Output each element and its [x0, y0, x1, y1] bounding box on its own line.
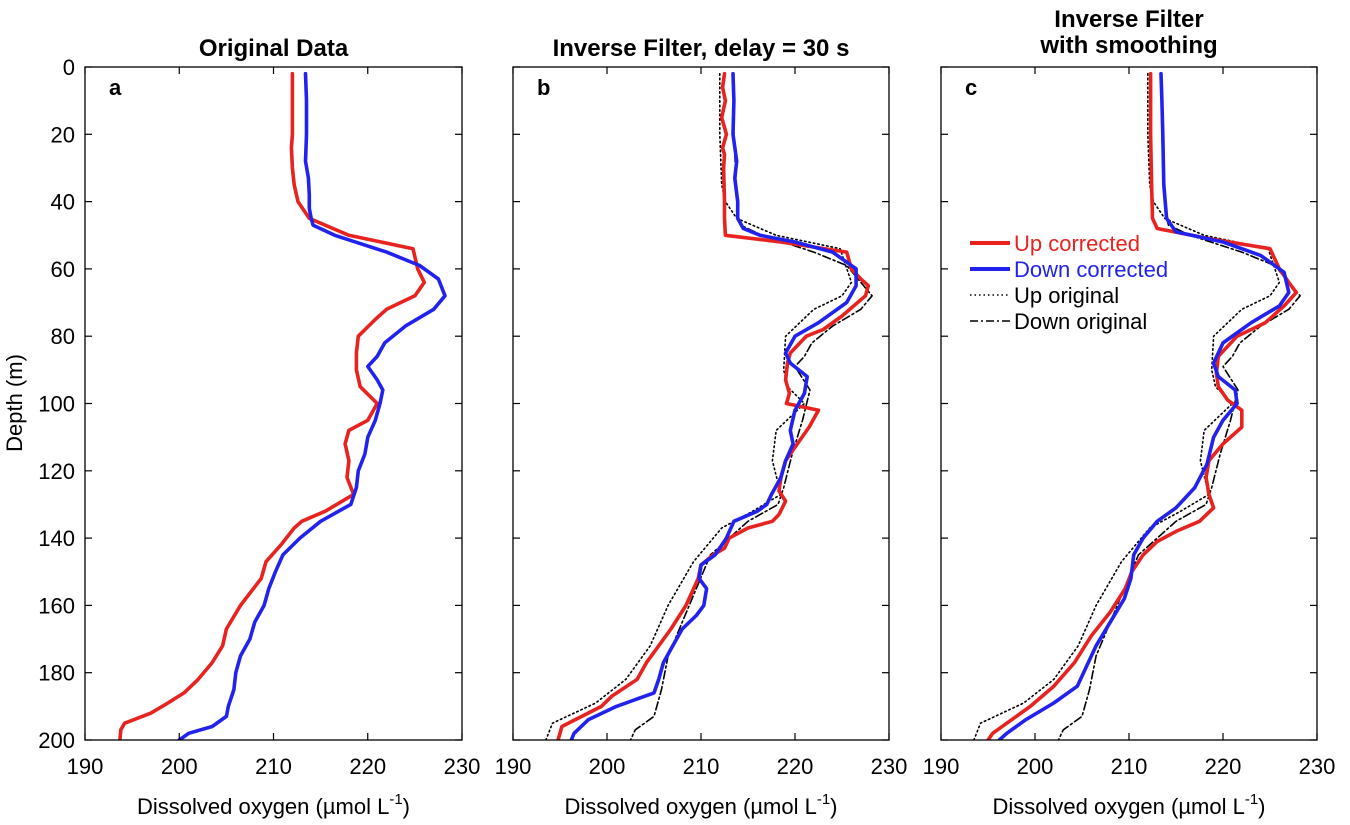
panel-letter: c — [965, 75, 977, 100]
legend-label-up-original: Up original — [1014, 283, 1119, 308]
x-axis-label: Dissolved oxygen (µmol L-1) — [564, 791, 837, 819]
panel-title-line: with smoothing — [1039, 32, 1217, 59]
panel-letter: b — [537, 75, 550, 100]
y-tick-label: 20 — [51, 122, 75, 147]
y-tick-label: 200 — [38, 728, 75, 753]
y-tick-label: 180 — [38, 661, 75, 686]
x-tick-label: 190 — [923, 754, 960, 779]
series-line-up-original — [545, 72, 853, 740]
axes-box — [512, 66, 890, 741]
series-line-up — [986, 71, 1299, 740]
x-tick-label: 230 — [444, 754, 481, 779]
panel-title: Original Data — [199, 35, 349, 62]
legend-label-up-corrected: Up corrected — [1014, 231, 1140, 256]
y-tick-label: 40 — [51, 190, 75, 215]
series-group — [118, 71, 447, 740]
x-tick-label: 230 — [1299, 754, 1336, 779]
axes-box — [940, 66, 1318, 741]
series-line-down-original — [629, 72, 873, 740]
x-tick-label: 200 — [1017, 754, 1054, 779]
series-group — [973, 71, 1301, 740]
y-tick-label: 100 — [38, 392, 75, 417]
x-tick-label: 210 — [255, 754, 292, 779]
x-tick-label: 220 — [349, 754, 386, 779]
series-line-up — [118, 71, 427, 740]
panel-letter: a — [109, 75, 122, 100]
legend-label-down-corrected: Down corrected — [1014, 257, 1168, 282]
series-line-down — [177, 71, 447, 740]
series-line-down — [569, 71, 858, 740]
panels-group: 190 200 210 220 2300204060801001201401601802… — [38, 6, 1335, 819]
x-tick-label: 210 — [1111, 754, 1148, 779]
series-line-up — [556, 71, 871, 740]
axes-box — [84, 66, 463, 741]
y-tick-label: 120 — [38, 459, 75, 484]
y-tick-label: 60 — [51, 257, 75, 282]
y-tick-label: 80 — [51, 324, 75, 349]
x-tick-label: 220 — [1205, 754, 1242, 779]
series-group — [545, 71, 873, 740]
y-tick-label: 160 — [38, 593, 75, 618]
x-tick-label: 190 — [67, 754, 104, 779]
x-axis-label: Dissolved oxygen (µmol L-1) — [992, 791, 1265, 819]
panel-title: Inverse Filter, delay = 30 s — [553, 35, 850, 62]
panel-a: 190 200 210 220 2300204060801001201401601802… — [38, 35, 480, 819]
panel-title-line: Inverse Filter — [1054, 6, 1203, 33]
x-tick-label: 190 — [495, 754, 532, 779]
y-tick-label: 140 — [38, 526, 75, 551]
y-tick-label: 0 — [63, 55, 75, 80]
x-axis-label: Dissolved oxygen (µmol L-1) — [137, 791, 410, 819]
x-tick-label: 200 — [589, 754, 626, 779]
y-axis-label: Depth (m) — [2, 354, 27, 452]
series-line-down-original — [1057, 72, 1301, 740]
series-line-down — [997, 71, 1291, 740]
x-tick-label: 230 — [871, 754, 908, 779]
legend: Up corrected Down corrected Up original … — [970, 231, 1168, 334]
legend-label-down-original: Down original — [1014, 309, 1147, 334]
series-line-up-original — [973, 72, 1281, 740]
x-tick-label: 210 — [683, 754, 720, 779]
x-tick-label: 200 — [161, 754, 198, 779]
x-tick-label: 220 — [777, 754, 814, 779]
